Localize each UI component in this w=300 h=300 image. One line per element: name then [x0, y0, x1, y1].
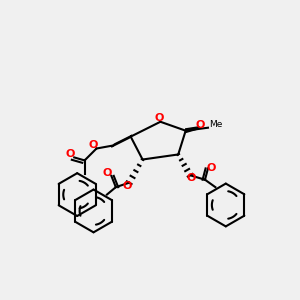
Text: O: O	[66, 149, 75, 160]
Polygon shape	[111, 135, 132, 147]
Text: O: O	[89, 140, 98, 150]
Text: O: O	[195, 120, 205, 130]
Text: Me: Me	[209, 120, 223, 129]
Text: O: O	[207, 163, 216, 172]
Text: O: O	[103, 169, 112, 178]
Polygon shape	[186, 127, 199, 133]
Text: O: O	[122, 181, 131, 191]
Text: O: O	[187, 172, 196, 183]
Text: O: O	[154, 113, 164, 123]
